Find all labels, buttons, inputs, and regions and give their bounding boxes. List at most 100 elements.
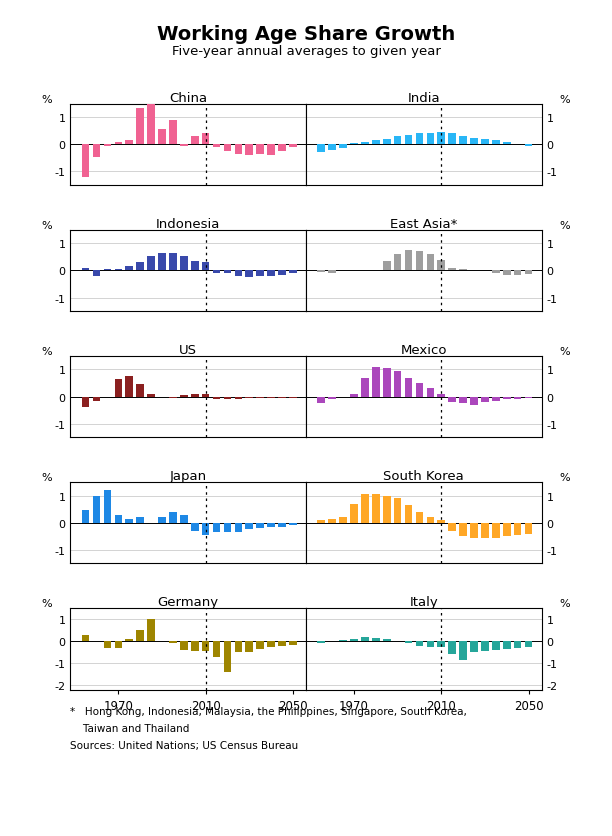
Bar [223, 145, 231, 152]
Bar [339, 640, 347, 641]
Bar [169, 120, 177, 145]
Title: Japan: Japan [170, 470, 207, 482]
Bar [169, 253, 177, 271]
Text: Taiwan and Thailand: Taiwan and Thailand [70, 723, 190, 733]
Bar [394, 255, 401, 271]
Bar [405, 641, 412, 644]
Bar [394, 499, 401, 523]
Bar [361, 637, 368, 641]
Bar [503, 397, 510, 400]
Bar [416, 252, 424, 271]
Text: %: % [42, 94, 52, 104]
Bar [169, 397, 177, 399]
Bar [481, 523, 489, 538]
Bar [278, 523, 286, 528]
Title: Indonesia: Indonesia [156, 217, 220, 231]
Bar [492, 397, 499, 401]
Bar [125, 640, 133, 641]
Bar [256, 271, 264, 277]
Bar [289, 145, 297, 148]
Bar [158, 253, 166, 271]
Bar [278, 641, 286, 645]
Bar [361, 495, 368, 523]
Bar [350, 640, 358, 641]
Bar [256, 397, 264, 399]
Bar [372, 141, 379, 145]
Bar [514, 523, 521, 535]
Bar [267, 641, 275, 647]
Bar [449, 268, 456, 271]
Bar [169, 512, 177, 523]
Bar [470, 397, 478, 405]
Bar [449, 641, 456, 655]
Bar [350, 395, 358, 397]
Bar [93, 496, 100, 523]
Bar [93, 397, 100, 401]
Bar [427, 641, 434, 647]
Bar [318, 520, 325, 523]
Title: East Asia*: East Asia* [390, 217, 458, 231]
Bar [234, 397, 242, 400]
Bar [383, 640, 390, 641]
Bar [492, 641, 499, 650]
Bar [136, 517, 144, 523]
Bar [136, 109, 144, 145]
Bar [213, 397, 220, 400]
Bar [329, 397, 336, 400]
Bar [191, 137, 198, 145]
Bar [223, 523, 231, 533]
Bar [350, 504, 358, 523]
Text: %: % [42, 472, 52, 482]
Bar [459, 641, 467, 660]
Bar [180, 395, 188, 397]
Bar [524, 397, 532, 399]
Bar [82, 397, 89, 408]
Bar [267, 145, 275, 156]
Bar [470, 641, 478, 652]
Bar [339, 517, 347, 523]
Bar [427, 389, 434, 397]
Bar [278, 145, 286, 152]
Bar [318, 397, 325, 404]
Bar [459, 270, 467, 271]
Bar [350, 144, 358, 145]
Bar [394, 371, 401, 397]
Bar [289, 523, 297, 526]
Bar [147, 395, 155, 397]
Title: India: India [408, 91, 440, 104]
Bar [416, 384, 424, 397]
Bar [383, 496, 390, 523]
Bar [361, 378, 368, 397]
Bar [438, 395, 445, 397]
Bar [125, 519, 133, 523]
Bar [245, 523, 253, 530]
Bar [202, 523, 209, 535]
Bar [234, 523, 242, 533]
Bar [125, 377, 133, 397]
Bar [180, 515, 188, 523]
Bar [136, 385, 144, 397]
Bar [191, 641, 198, 651]
Bar [438, 260, 445, 271]
Bar [481, 397, 489, 402]
Bar [405, 135, 412, 145]
Text: %: % [560, 221, 570, 231]
Bar [82, 635, 89, 641]
Bar [524, 145, 532, 146]
Bar [180, 256, 188, 271]
Bar [202, 641, 209, 651]
Bar [103, 145, 111, 146]
Bar [514, 641, 521, 648]
Bar [114, 641, 122, 648]
Bar [82, 511, 89, 523]
Title: Mexico: Mexico [401, 344, 447, 356]
Title: South Korea: South Korea [384, 470, 464, 482]
Bar [202, 395, 209, 397]
Text: Sources: United Nations; US Census Bureau: Sources: United Nations; US Census Burea… [70, 740, 299, 750]
Bar [180, 145, 188, 146]
Bar [191, 523, 198, 531]
Bar [191, 262, 198, 271]
Text: %: % [560, 599, 570, 609]
Bar [405, 506, 412, 523]
Bar [136, 263, 144, 271]
